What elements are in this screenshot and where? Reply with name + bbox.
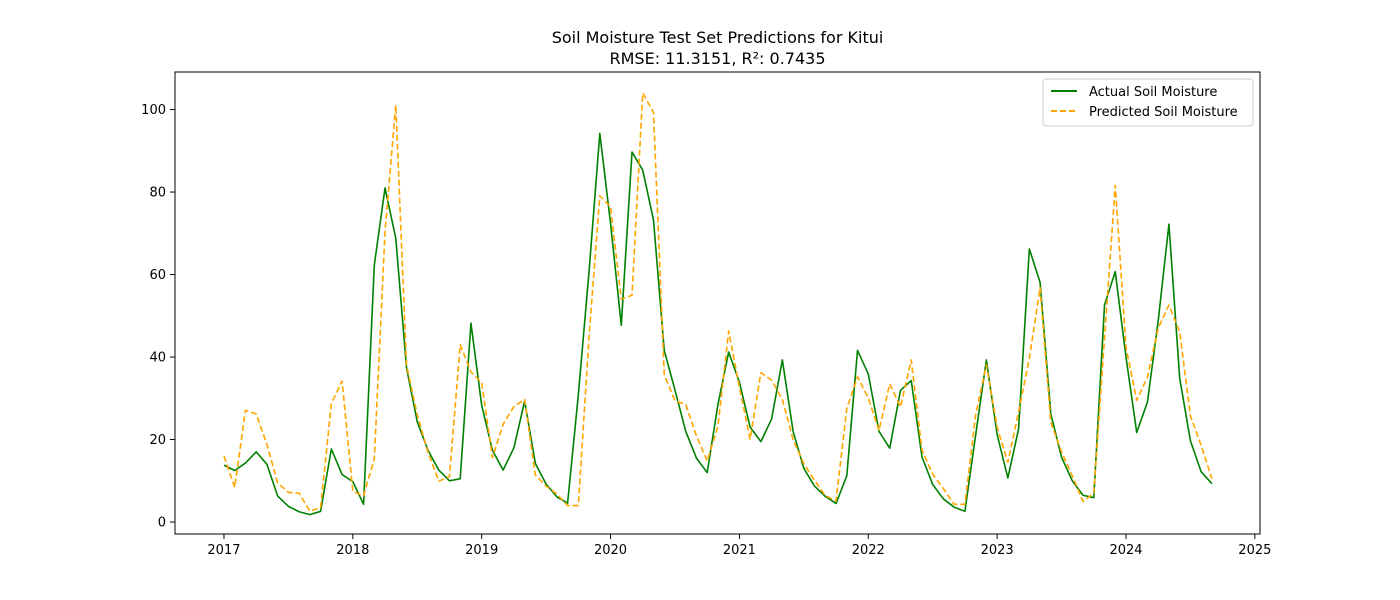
x-tick-label: 2019 bbox=[465, 543, 498, 558]
plot-area bbox=[175, 72, 1260, 534]
y-tick-label: 60 bbox=[149, 268, 166, 283]
y-tick-label: 0 bbox=[158, 516, 166, 531]
x-tick-label: 2021 bbox=[723, 543, 756, 558]
x-tick-label: 2025 bbox=[1238, 543, 1271, 558]
legend-label-predicted: Predicted Soil Moisture bbox=[1089, 105, 1238, 120]
y-tick-label: 40 bbox=[149, 351, 166, 366]
plot-frame bbox=[174, 71, 1261, 535]
series-layer bbox=[223, 92, 1213, 516]
y-tick-label: 20 bbox=[149, 433, 166, 448]
x-axis: 2017 2018 2019 2020 2021 2022 2023 2024 2025 bbox=[207, 534, 1271, 558]
x-tick-label: 2017 bbox=[207, 543, 240, 558]
series-line-predicted-soil-moisture bbox=[223, 92, 1213, 513]
chart-subtitle: RMSE: 11.3151, R²: 0.7435 bbox=[610, 49, 826, 68]
x-tick-label: 2023 bbox=[981, 543, 1014, 558]
legend-label-actual: Actual Soil Moisture bbox=[1089, 85, 1217, 100]
x-tick-label: 2022 bbox=[852, 543, 885, 558]
legend-box bbox=[1042, 78, 1254, 127]
x-tick-label: 2018 bbox=[336, 543, 369, 558]
y-tick-label: 100 bbox=[141, 103, 166, 118]
x-tick-label: 2020 bbox=[594, 543, 627, 558]
chart-title: Soil Moisture Test Set Predictions for K… bbox=[552, 28, 884, 47]
y-axis: 0 20 40 60 80 100 bbox=[141, 103, 175, 531]
y-tick-label: 80 bbox=[149, 186, 166, 201]
x-tick-label: 2024 bbox=[1109, 543, 1142, 558]
legend: Actual Soil Moisture Predicted Soil Mois… bbox=[1042, 78, 1254, 127]
